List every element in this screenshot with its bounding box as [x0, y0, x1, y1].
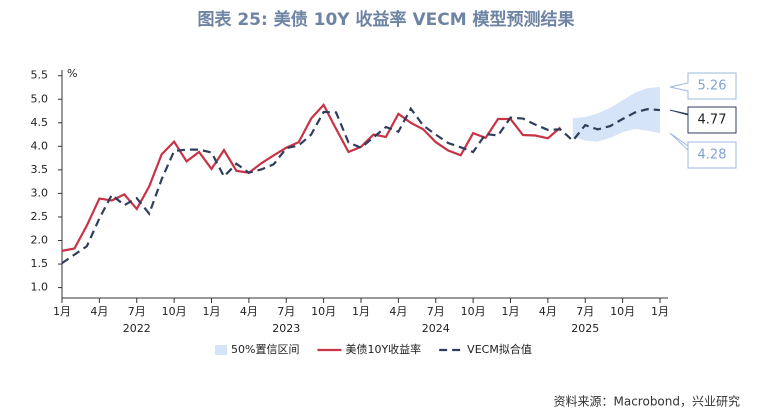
callout-label: 4.77: [698, 113, 727, 128]
x-tick-label: 7月: [427, 305, 445, 318]
chart-title: 图表 25: 美债 10Y 收益率 VECM 模型预测结果: [197, 9, 574, 30]
x-tick-label: 1月: [651, 305, 669, 318]
x-tick-label: 7月: [128, 305, 146, 318]
x-tick-label: 10月: [610, 305, 635, 318]
callout-box: [669, 72, 737, 100]
year-label: 2025: [571, 322, 599, 335]
x-tick-label: 1月: [502, 305, 520, 318]
y-tick-label: 4.0: [31, 139, 49, 152]
x-tick-label: 10月: [162, 305, 187, 318]
y-tick-label: 5.5: [31, 69, 49, 82]
series-line: [61, 106, 661, 265]
y-tick-label: 1.0: [31, 281, 49, 294]
legend-swatch: [215, 345, 227, 355]
x-tick-label: 4月: [90, 305, 108, 318]
y-tick-label: 2.5: [31, 210, 49, 223]
y-tick-label: 3.5: [31, 163, 49, 176]
callout-label: 4.28: [698, 148, 727, 163]
callout-label: 5.26: [698, 79, 727, 94]
callout-box: [669, 106, 737, 134]
series-line: [61, 102, 562, 252]
year-label: 2023: [272, 322, 300, 335]
y-tick-label: 3.0: [31, 186, 49, 199]
confidence-band: [572, 87, 660, 142]
legend-label: 美债10Y收益率: [345, 342, 421, 356]
x-tick-label: 1月: [53, 305, 71, 318]
year-label: 2024: [422, 322, 450, 335]
x-tick-label: 10月: [461, 305, 486, 318]
x-tick-label: 10月: [311, 305, 336, 318]
legend-label: 50%置信区间: [231, 343, 299, 356]
year-label: 2022: [123, 322, 151, 335]
legend-label: VECM拟合值: [467, 342, 532, 356]
x-tick-label: 1月: [203, 305, 221, 318]
x-tick-label: 4月: [539, 305, 557, 318]
x-tick-label: 1月: [352, 305, 370, 318]
y-tick-label: 1.5: [31, 257, 49, 270]
y-unit: %: [67, 67, 77, 80]
y-tick-label: 2.0: [31, 234, 49, 247]
y-tick-label: 5.0: [31, 92, 49, 105]
x-tick-label: 7月: [576, 305, 594, 318]
x-tick-label: 4月: [389, 305, 407, 318]
x-tick-label: 4月: [240, 305, 258, 318]
y-tick-label: 4.5: [31, 116, 49, 129]
source: 资料来源：Macrobond，兴业研究: [554, 394, 741, 409]
x-tick-label: 7月: [277, 305, 295, 318]
callout-box: [669, 132, 737, 169]
